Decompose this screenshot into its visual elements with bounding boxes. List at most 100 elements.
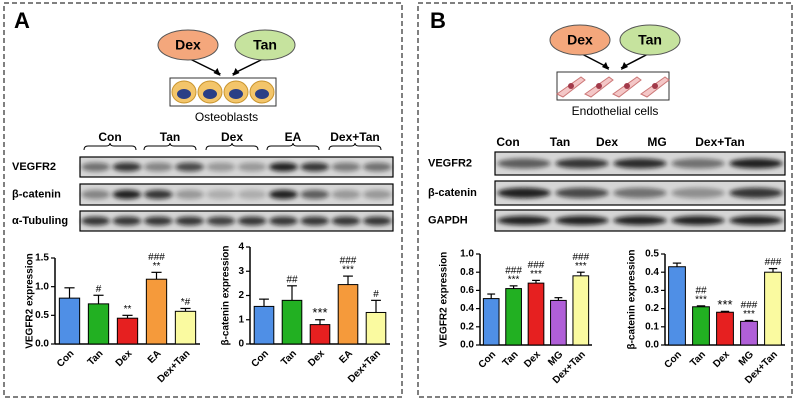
blot-band [729,215,783,226]
blot-band [175,216,204,226]
y-axis-label: β-catenin expression [627,249,638,349]
bar [692,306,710,346]
significance-label: *** [717,297,732,312]
x-tick-label: Con [662,349,684,371]
blot-band [175,162,204,172]
blot-band [671,158,725,169]
blot-row-label: β-catenin [12,188,61,200]
blot-row-label: GAPDH [428,214,468,226]
y-tick-label: 0.4 [460,303,474,314]
cell-nucleus [652,83,658,89]
x-tick-label: Con [55,348,77,370]
blot-band [206,216,236,226]
brace [205,142,259,151]
bar [58,297,81,345]
blot-group-label: Dex [596,135,618,149]
bar [253,305,275,345]
blot-band [237,162,267,172]
blot-band [81,162,111,172]
x-tick-label: Dex [522,349,543,370]
y-tick-label: 0.6 [460,285,474,296]
significance-label: *** [695,295,707,306]
panel-frame [417,2,793,398]
arrow-head [621,62,628,70]
x-tick-label: EA [337,348,355,366]
blot-band [269,189,298,200]
cell-nucleus [203,89,217,99]
x-tick-label: Con [477,349,499,371]
blot-band [671,215,725,226]
significance-label: ### [572,252,589,263]
y-tick-label: 3 [238,266,244,277]
x-tick-label: Con [249,348,271,370]
y-axis-label: β-catenin expression [221,245,232,345]
x-tick-label: Tan [501,349,521,369]
bar [116,317,139,345]
diagram-node [234,29,296,61]
blot-band [331,162,361,172]
blot-band [331,189,361,200]
y-tick-label: 1.0 [35,281,49,292]
diagram-label: Tan [253,37,277,53]
blot-group-label: EA [285,130,302,144]
significance-label: *# [181,297,191,308]
blot-row-label: α-Tubuling [12,215,68,227]
significance-label: ## [286,274,298,285]
significance-label: # [96,284,102,295]
blot-band [300,216,330,226]
blot-band [497,187,551,199]
blot-group-label: MG [647,135,666,149]
blot-band [269,162,298,172]
bar [309,324,331,345]
blot-band [362,189,392,200]
blot-row-label: VEGFR2 [12,161,56,173]
blot-strip [79,210,394,232]
blot-band [613,158,667,169]
blot-strip [79,183,394,206]
diagram-node [619,24,681,56]
y-tick-label: 0.8 [460,267,474,278]
blot-band [237,216,267,226]
arrow-head [602,62,609,70]
brace [143,142,197,151]
cell-nucleus [624,83,630,89]
blot-group-label: Dex+Tan [695,135,744,149]
significance-label: *** [575,261,587,272]
blot-band [555,158,609,169]
x-tick-label: Dex [114,348,135,369]
y-tick-label: 1.5 [35,253,49,264]
cell-label: Osteoblasts [195,110,258,124]
significance-label: ### [340,256,357,267]
significance-label: *** [508,274,520,285]
brace [83,142,137,151]
y-tick-label: 0.2 [460,321,474,332]
x-tick-label: MG [737,349,756,368]
panel-frame [3,2,403,398]
blot-band [300,162,330,172]
y-tick-label: 0.2 [645,303,659,314]
bar [550,299,567,346]
blot-band [362,216,392,226]
y-tick-label: 0.3 [645,285,659,296]
bar [668,266,686,346]
bar [505,288,522,346]
blot-band [112,216,142,226]
blot-band [81,189,111,200]
blot-band [81,216,111,226]
significance-label: ### [505,265,522,276]
y-tick-label: 2 [238,290,244,301]
significance-label: *** [312,305,327,320]
arrow-head [232,68,240,76]
y-tick-label: 1.0 [460,249,474,260]
diagram-label: Dex [175,37,201,53]
arrow-head [213,68,221,76]
x-tick-label: Tan [86,348,106,368]
y-tick-label: 0.4 [645,267,659,278]
y-axis-label: VEGFR2 expression [439,252,450,348]
diagram-node [549,24,611,56]
y-tick-label: 0.0 [35,339,49,350]
bar [281,299,303,345]
blot-band [555,187,609,199]
significance-label: ### [741,300,758,311]
